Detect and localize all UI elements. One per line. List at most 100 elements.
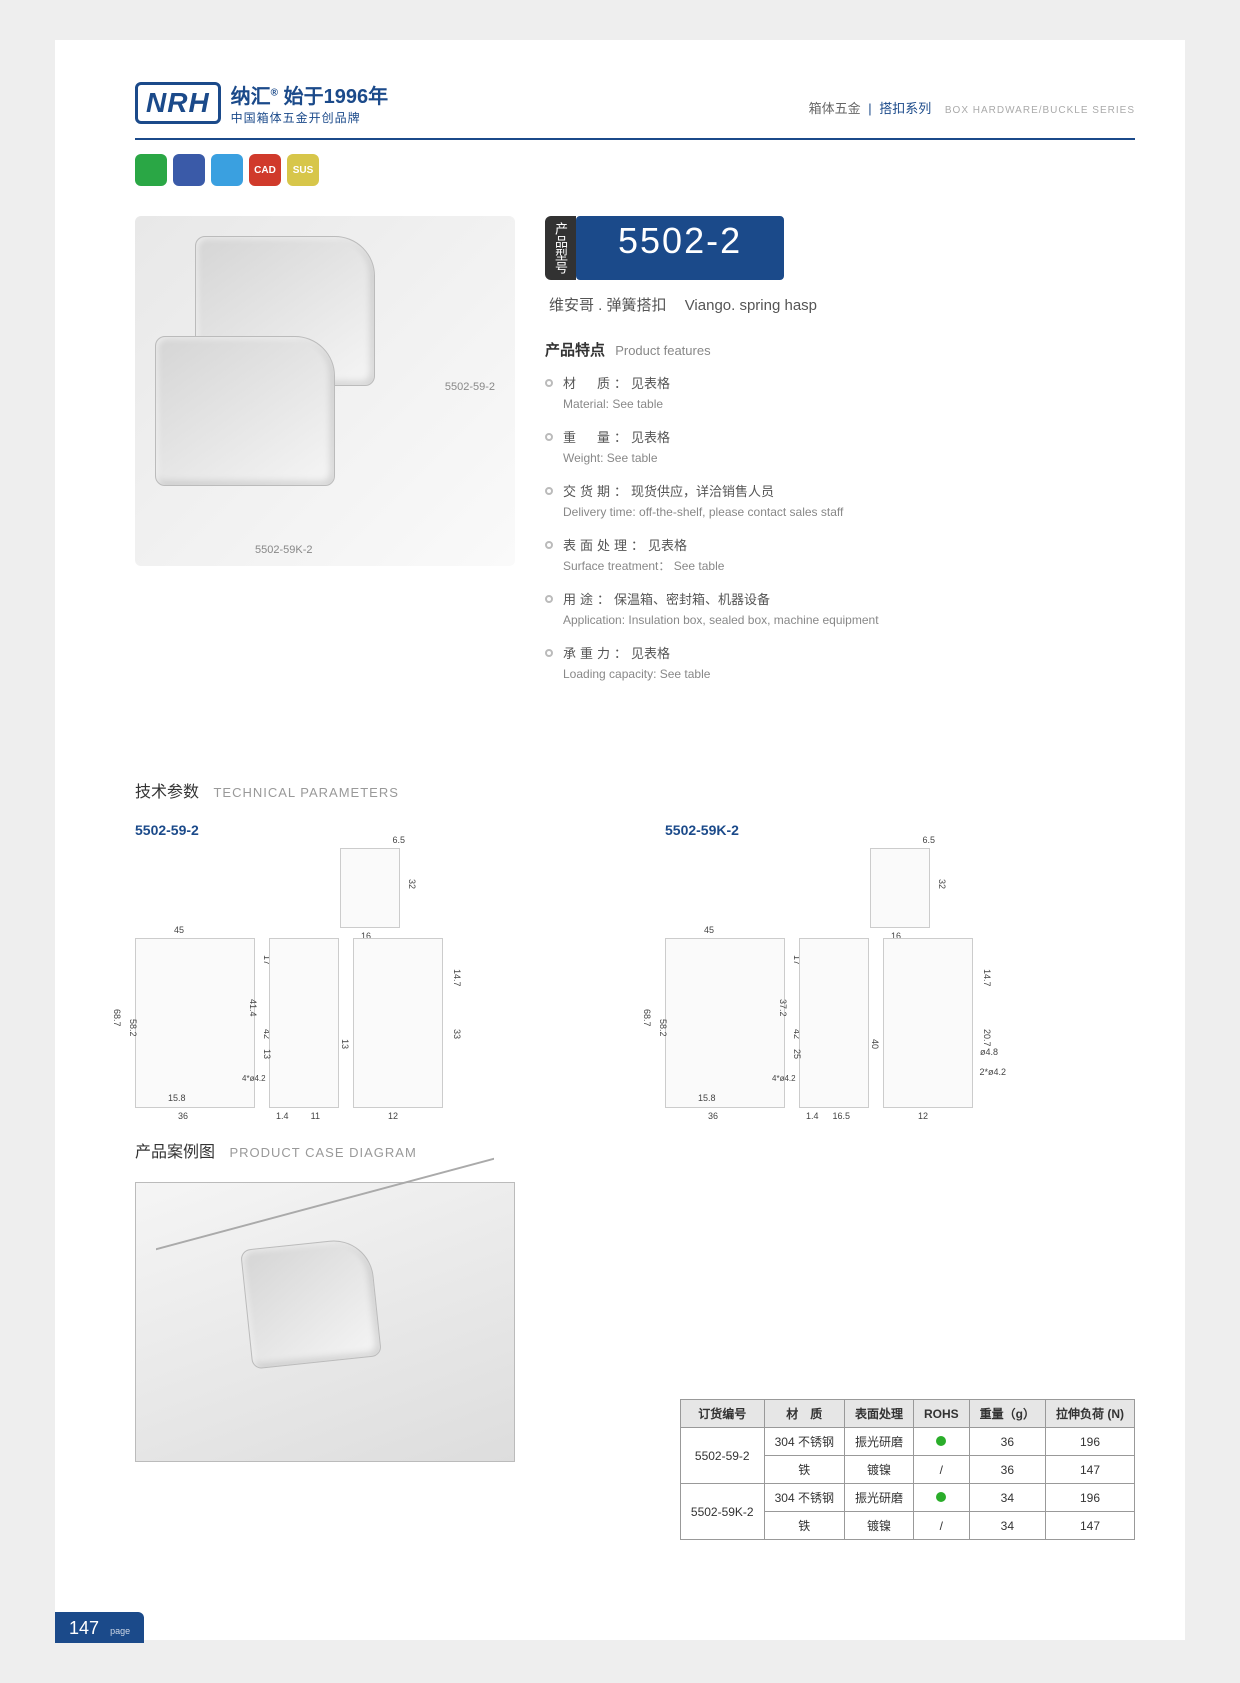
cell-weight: 34 xyxy=(969,1484,1045,1512)
drawing-top-view: 6.5 32 16 xyxy=(870,848,930,928)
cell-rohs: / xyxy=(913,1456,969,1484)
drawing-model-label: 5502-59K-2 xyxy=(665,822,1135,838)
cell-weight: 34 xyxy=(969,1512,1045,1540)
model-label: 产品型号 xyxy=(545,216,576,280)
table-header: ROHS xyxy=(913,1400,969,1428)
cell-load: 196 xyxy=(1046,1484,1135,1512)
features-list: 材 质：见表格 Material: See table 重 量：见表格 Weig… xyxy=(545,374,1135,684)
rohs-dot-icon xyxy=(936,1436,946,1446)
cert-badges: CADSUS xyxy=(135,154,1135,186)
drawing-top-view: 6.5 32 16 xyxy=(340,848,400,928)
drawing-model-label: 5502-59-2 xyxy=(135,822,605,838)
tech-heading-cn: 技术参数 xyxy=(135,784,199,801)
series-cn1: 箱体五金 xyxy=(809,101,861,116)
drawing-side-view: 41.4 13 4*ø4.2 1.4 11 xyxy=(269,938,339,1108)
cert-badge: CAD xyxy=(249,154,281,186)
table-header: 拉伸负荷 (N) xyxy=(1046,1400,1135,1428)
subtitle-cn: 维安哥 . 弹簧搭扣 xyxy=(549,297,667,314)
feature-item: 用途：保温箱、密封箱、机器设备 Application: Insulation … xyxy=(545,590,1135,630)
page-number: 147 page xyxy=(55,1612,144,1643)
tech-params-heading: 技术参数 TECHNICAL PARAMETERS xyxy=(135,778,1135,802)
photo-caption-2: 5502-59K-2 xyxy=(255,544,313,556)
series-en: BOX HARDWARE/BUCKLE SERIES xyxy=(945,105,1135,116)
photo-caption-1: 5502-59-2 xyxy=(445,381,495,393)
cell-weight: 36 xyxy=(969,1456,1045,1484)
catalog-page: NRH 纳汇® 始于1996年 中国箱体五金开创品牌 箱体五金 | 搭扣系列 B… xyxy=(55,40,1185,1640)
table-header: 订货编号 xyxy=(680,1400,764,1428)
drawing-side2-view: 14.7 20.7 40 12 ø4.8 2*ø4.2 xyxy=(883,938,973,1108)
product-case-diagram xyxy=(135,1182,515,1462)
logo-tail: 始于1996年 xyxy=(284,86,389,108)
case-heading-en: PRODUCT CASE DIAGRAM xyxy=(229,1145,416,1160)
tech-heading-en: TECHNICAL PARAMETERS xyxy=(213,785,398,800)
drawing-front-view: 45 68.7 58.2 17 42 15.8 36 xyxy=(135,938,255,1108)
cell-weight: 36 xyxy=(969,1428,1045,1456)
logo-mark: NRH xyxy=(135,82,221,124)
cert-badge: SUS xyxy=(287,154,319,186)
cell-load: 147 xyxy=(1046,1456,1135,1484)
table-header: 表面处理 xyxy=(844,1400,913,1428)
case-heading-cn: 产品案例图 xyxy=(135,1144,215,1161)
tech-drawings: 5502-59-2 6.5 32 16 45 68.7 58.2 17 42 1… xyxy=(135,822,1135,1108)
cell-surface: 镀镍 xyxy=(844,1456,913,1484)
cell-rohs xyxy=(913,1484,969,1512)
cert-badge xyxy=(135,154,167,186)
bullet-icon xyxy=(545,433,553,441)
feature-item: 材 质：见表格 Material: See table xyxy=(545,374,1135,414)
series-label: 箱体五金 | 搭扣系列 BOX HARDWARE/BUCKLE SERIES xyxy=(809,98,1135,117)
table-header: 材 质 xyxy=(764,1400,844,1428)
rohs-dot-icon xyxy=(936,1492,946,1502)
subtitle-en: Viango. spring hasp xyxy=(685,297,817,314)
drawing-block: 5502-59-2 6.5 32 16 45 68.7 58.2 17 42 1… xyxy=(135,822,605,1108)
table-header: 重量（g） xyxy=(969,1400,1045,1428)
cell-code: 5502-59K-2 xyxy=(680,1484,764,1540)
case-heading: 产品案例图 PRODUCT CASE DIAGRAM xyxy=(135,1138,1135,1162)
spec-table: 订货编号材 质表面处理ROHS重量（g）拉伸负荷 (N) 5502-59-2304… xyxy=(680,1399,1135,1540)
bullet-icon xyxy=(545,595,553,603)
bullet-icon xyxy=(545,541,553,549)
logo-slogan: 中国箱体五金开创品牌 xyxy=(231,109,388,126)
page-header: NRH 纳汇® 始于1996年 中国箱体五金开创品牌 箱体五金 | 搭扣系列 B… xyxy=(135,80,1135,126)
cell-rohs xyxy=(913,1428,969,1456)
feature-item: 交货期：现货供应，详洽销售人员 Delivery time: off-the-s… xyxy=(545,482,1135,522)
product-subtitle: 维安哥 . 弹簧搭扣 Viango. spring hasp xyxy=(545,294,1135,315)
feature-item: 重 量：见表格 Weight: See table xyxy=(545,428,1135,468)
cell-material: 304 不锈钢 xyxy=(764,1428,844,1456)
header-rule xyxy=(135,138,1135,140)
feature-item: 表面处理：见表格 Surface treatment： See table xyxy=(545,536,1135,576)
logo-cn: 纳汇 xyxy=(231,86,271,108)
cert-badge xyxy=(211,154,243,186)
series-cn2: 搭扣系列 xyxy=(879,101,931,116)
bullet-icon xyxy=(545,487,553,495)
drawing-front-view: 45 68.7 58.2 17 42 15.8 36 xyxy=(665,938,785,1108)
page-label: page xyxy=(110,1626,130,1636)
brand-logo: NRH 纳汇® 始于1996年 中国箱体五金开创品牌 xyxy=(135,80,388,126)
features-heading-cn: 产品特点 xyxy=(545,342,605,359)
features-heading-en: Product features xyxy=(615,343,710,358)
cell-surface: 镀镍 xyxy=(844,1512,913,1540)
drawing-side2-view: 14.7 33 13 12 xyxy=(353,938,443,1108)
cell-load: 147 xyxy=(1046,1512,1135,1540)
reg-mark: ® xyxy=(271,87,278,98)
feature-item: 承重力：见表格 Loading capacity: See table xyxy=(545,644,1135,684)
cell-load: 196 xyxy=(1046,1428,1135,1456)
product-render: 5502-59-2 5502-59K-2 xyxy=(135,216,515,566)
table-row: 5502-59K-2304 不锈钢振光研磨34196 xyxy=(680,1484,1134,1512)
bullet-icon xyxy=(545,379,553,387)
cell-code: 5502-59-2 xyxy=(680,1428,764,1484)
drawing-side-view: 37.2 25 4*ø4.2 1.4 16.5 xyxy=(799,938,869,1108)
cell-material: 铁 xyxy=(764,1512,844,1540)
cell-rohs: / xyxy=(913,1512,969,1540)
bullet-icon xyxy=(545,649,553,657)
model-badge: 产品型号 5502-2 xyxy=(545,216,1135,280)
model-number: 5502-2 xyxy=(576,216,784,280)
features-heading: 产品特点 Product features xyxy=(545,339,1135,360)
table-row: 5502-59-2304 不锈钢振光研磨36196 xyxy=(680,1428,1134,1456)
cert-badge xyxy=(173,154,205,186)
cell-surface: 振光研磨 xyxy=(844,1428,913,1456)
page-num: 147 xyxy=(69,1618,99,1638)
drawing-block: 5502-59K-2 6.5 32 16 45 68.7 58.2 17 42 … xyxy=(665,822,1135,1108)
cell-material: 304 不锈钢 xyxy=(764,1484,844,1512)
cell-material: 铁 xyxy=(764,1456,844,1484)
cell-surface: 振光研磨 xyxy=(844,1484,913,1512)
